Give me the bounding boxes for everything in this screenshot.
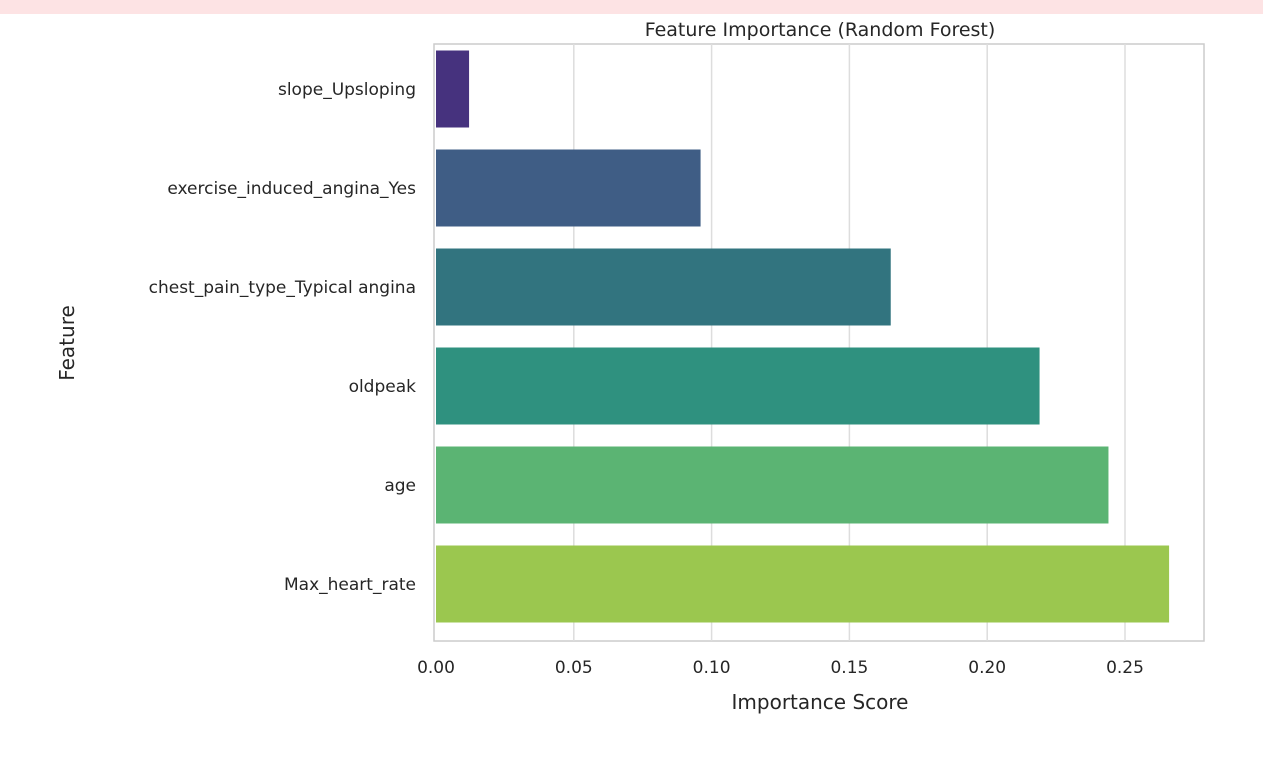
chart-title: Feature Importance (Random Forest) bbox=[645, 19, 996, 41]
bar bbox=[436, 149, 701, 227]
x-tick-label: 0.05 bbox=[555, 658, 593, 678]
bar bbox=[436, 347, 1040, 425]
x-tick-label: 0.15 bbox=[830, 658, 868, 678]
x-tick-label: 0.10 bbox=[693, 658, 731, 678]
y-tick-label: Max_heart_rate bbox=[284, 575, 416, 595]
warning-strip bbox=[0, 0, 1263, 14]
x-tick-label: 0.25 bbox=[1106, 658, 1144, 678]
x-tick-label: 0.00 bbox=[417, 658, 455, 678]
bar bbox=[436, 446, 1109, 524]
bar bbox=[436, 545, 1170, 623]
x-tick-labels: 0.00 0.05 0.10 0.15 0.20 0.25 bbox=[417, 658, 1144, 678]
y-tick-label: chest_pain_type_Typical angina bbox=[149, 278, 416, 298]
x-tick-label: 0.20 bbox=[968, 658, 1006, 678]
y-axis-label: Feature bbox=[55, 305, 79, 381]
plot-frame bbox=[433, 43, 1205, 642]
bar bbox=[436, 50, 470, 128]
bar bbox=[436, 248, 891, 326]
x-axis-label: Importance Score bbox=[732, 690, 909, 714]
y-tick-label: age bbox=[384, 476, 416, 496]
gridlines bbox=[573, 44, 1126, 641]
y-tick-label: exercise_induced_angina_Yes bbox=[167, 179, 416, 199]
bars bbox=[436, 50, 1170, 623]
y-tick-labels: slope_Upsloping exercise_induced_angina_Y… bbox=[149, 80, 417, 595]
y-tick-label: slope_Upsloping bbox=[278, 80, 416, 100]
y-tick-label: oldpeak bbox=[349, 377, 417, 397]
